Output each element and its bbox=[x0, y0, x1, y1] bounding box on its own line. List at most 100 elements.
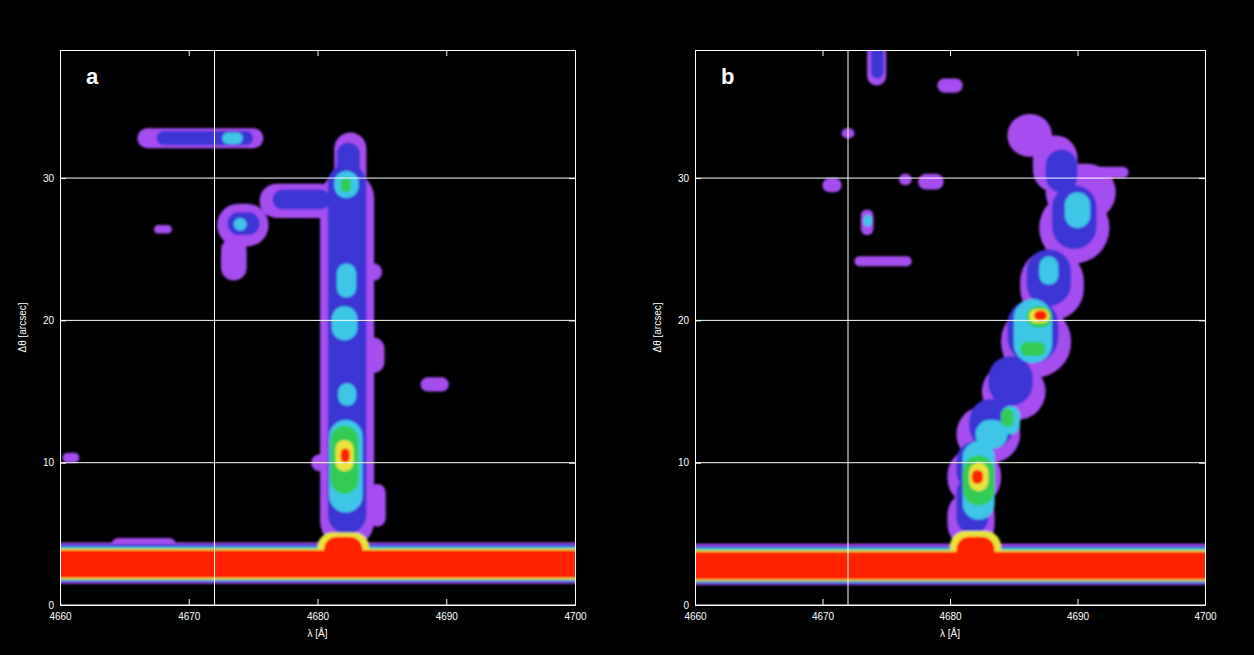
tick: 30 bbox=[43, 173, 66, 184]
cell bbox=[421, 377, 449, 391]
tick-mark bbox=[823, 50, 824, 56]
tick-mark bbox=[950, 599, 951, 605]
tick-label: 20 bbox=[678, 315, 690, 326]
cell bbox=[1039, 256, 1058, 284]
tick: 4690 bbox=[1067, 599, 1090, 622]
cell bbox=[1052, 185, 1097, 249]
tick: 4690 bbox=[436, 599, 459, 622]
y-axis: 0102030 bbox=[43, 51, 66, 611]
grid-line bbox=[60, 462, 575, 463]
cell bbox=[332, 306, 358, 340]
tick bbox=[823, 50, 824, 56]
tick-mark bbox=[60, 605, 66, 606]
cell bbox=[1027, 249, 1072, 306]
cell bbox=[695, 546, 1205, 584]
cell bbox=[969, 463, 988, 491]
tick-mark bbox=[1199, 605, 1205, 606]
tick bbox=[1199, 178, 1205, 179]
plot-background bbox=[695, 50, 1205, 605]
tick bbox=[569, 178, 575, 179]
cell bbox=[1029, 309, 1049, 323]
cell bbox=[871, 50, 884, 78]
tick: 10 bbox=[678, 457, 701, 468]
tick-mark bbox=[695, 463, 701, 464]
cell bbox=[695, 552, 1205, 580]
tick-label: 4700 bbox=[564, 611, 587, 622]
cell bbox=[60, 550, 575, 578]
tick-mark bbox=[569, 463, 575, 464]
tick-mark bbox=[1199, 463, 1205, 464]
cell bbox=[260, 184, 337, 218]
tick: 0 bbox=[683, 600, 701, 611]
tick-label: 4680 bbox=[307, 611, 330, 622]
cell bbox=[234, 218, 247, 231]
cell bbox=[963, 441, 995, 519]
grid bbox=[695, 50, 1205, 605]
grid-line bbox=[695, 462, 1205, 463]
axis-line bbox=[575, 51, 576, 606]
cell-layer bbox=[695, 50, 1205, 585]
tick-label: 4690 bbox=[436, 611, 459, 622]
cell bbox=[341, 178, 351, 192]
cell bbox=[157, 131, 254, 145]
cell bbox=[328, 164, 367, 534]
cell bbox=[1090, 167, 1128, 178]
tick-label: 4660 bbox=[49, 611, 72, 622]
tick bbox=[189, 50, 190, 56]
cell bbox=[1046, 150, 1078, 193]
tick: 20 bbox=[43, 315, 66, 326]
tick-label: 0 bbox=[683, 600, 689, 611]
tick: 30 bbox=[678, 173, 701, 184]
cell bbox=[988, 356, 1033, 406]
cell-layer bbox=[60, 128, 575, 583]
grid-line bbox=[60, 178, 575, 179]
cell bbox=[272, 189, 330, 209]
tick-label: 20 bbox=[43, 315, 55, 326]
tick-label: 30 bbox=[678, 173, 690, 184]
cell bbox=[324, 537, 363, 563]
cell bbox=[867, 50, 886, 86]
tick bbox=[1199, 605, 1205, 606]
cell bbox=[330, 426, 358, 494]
cell bbox=[369, 484, 386, 527]
tick-mark bbox=[1078, 50, 1079, 56]
cell bbox=[60, 542, 575, 583]
tick-mark bbox=[823, 599, 824, 605]
tick: 4680 bbox=[307, 599, 330, 622]
y-axis-right bbox=[569, 51, 576, 606]
tick bbox=[950, 50, 951, 56]
tick-mark bbox=[1199, 178, 1205, 179]
cells bbox=[695, 50, 1205, 585]
tick: 4670 bbox=[812, 599, 835, 622]
panel: 466046704680469047000102030λ [Å]Δθ [arcs… bbox=[568, 43, 1254, 639]
tick bbox=[569, 463, 575, 464]
tick-label: 0 bbox=[48, 600, 54, 611]
cell bbox=[154, 225, 172, 234]
cell bbox=[60, 547, 575, 581]
tick-label: 4690 bbox=[1067, 611, 1090, 622]
cell bbox=[221, 238, 247, 281]
cell bbox=[1020, 342, 1046, 356]
axis-line bbox=[695, 51, 696, 606]
cell bbox=[1014, 299, 1052, 363]
tick-mark bbox=[318, 599, 319, 605]
cell bbox=[695, 550, 1205, 582]
cell bbox=[217, 204, 269, 247]
axis-line bbox=[696, 605, 1206, 606]
tick-mark bbox=[446, 50, 447, 56]
tick-mark bbox=[60, 463, 66, 464]
cell bbox=[918, 174, 944, 190]
cell bbox=[969, 399, 1014, 449]
cell bbox=[695, 548, 1205, 582]
tick-label: 30 bbox=[43, 173, 55, 184]
cell bbox=[972, 470, 983, 484]
y-axis: 0 10 20 30 bbox=[678, 51, 701, 611]
y-axis-title: Δθ [arcsec] bbox=[652, 302, 663, 352]
tick-label: 4670 bbox=[812, 611, 835, 622]
cell bbox=[1034, 310, 1047, 320]
tick-label: 4700 bbox=[1194, 611, 1217, 622]
tick-mark bbox=[60, 320, 66, 321]
grid-line bbox=[60, 320, 575, 321]
cell bbox=[336, 440, 354, 471]
panel-label: a bbox=[86, 64, 99, 89]
